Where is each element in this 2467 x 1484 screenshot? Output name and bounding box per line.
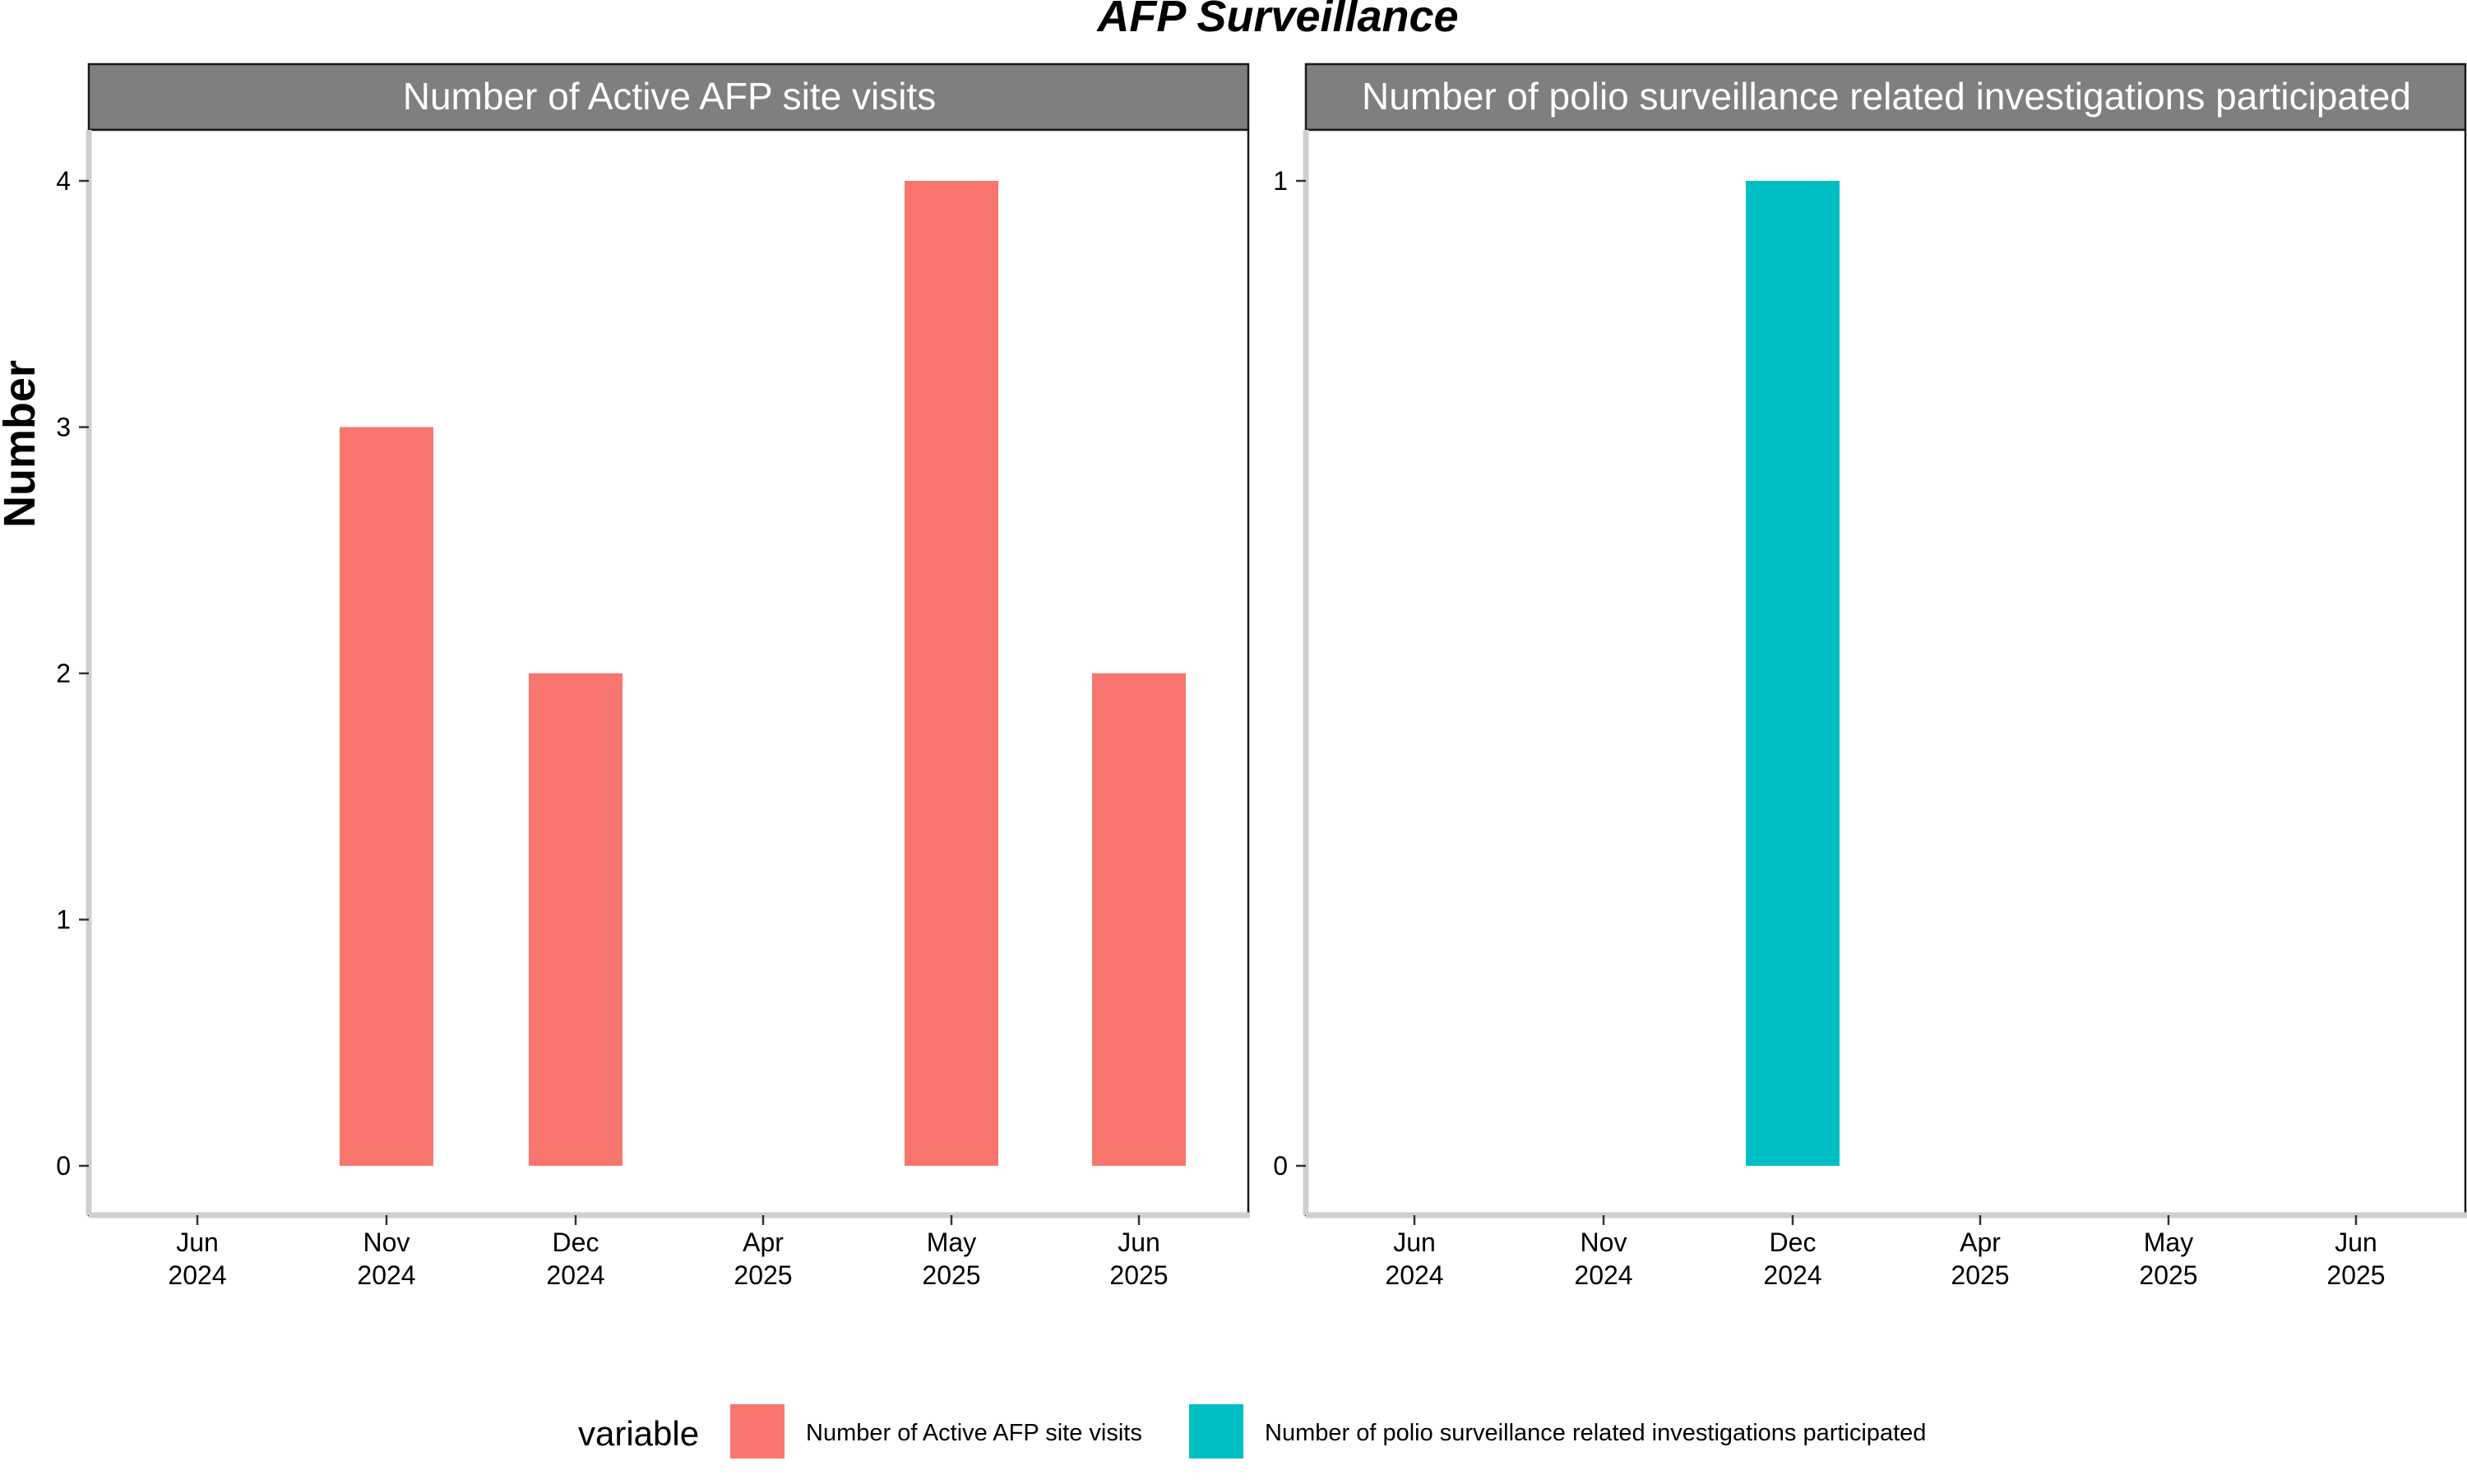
x-tick-label-year-2-0: 2024 <box>1385 1260 1443 1290</box>
x-tick-label-year-1-0: 2024 <box>168 1260 226 1290</box>
y-axis-label: Number <box>0 360 44 528</box>
legend-label-1: Number of Active AFP site visits <box>806 1420 1142 1446</box>
facet-strip-1 <box>87 62 1250 132</box>
y-tick-label-1-0: 0 <box>56 1151 71 1181</box>
x-tick-label-year-1-2: 2024 <box>546 1260 604 1290</box>
y-tick-label-1-4: 4 <box>56 166 71 196</box>
legend-key-2 <box>1189 1404 1243 1459</box>
x-tick-label-year-2-4: 2025 <box>2139 1260 2197 1290</box>
x-tick-label-month-2-4: May <box>2144 1227 2193 1257</box>
x-tick-label-year-2-3: 2025 <box>1951 1260 2009 1290</box>
y-tick-label-2-1: 1 <box>1273 166 1288 196</box>
x-tick-label-month-1-2: Dec <box>553 1227 599 1257</box>
x-tick-label-month-2-3: Apr <box>1960 1227 2001 1257</box>
x-tick-label-month-1-4: May <box>927 1227 976 1257</box>
bar-1-jun-2025 <box>1092 673 1186 1166</box>
x-tick-label-year-2-1: 2024 <box>1574 1260 1632 1290</box>
x-tick-label-year-2-5: 2025 <box>2326 1260 2385 1290</box>
bar-1-nov-2024 <box>340 427 433 1166</box>
panel-border-1 <box>87 128 1250 1217</box>
bar-1-may-2025 <box>905 181 998 1166</box>
y-tick-label-1-2: 2 <box>56 659 71 688</box>
y-tick-label-2-0: 0 <box>1273 1151 1288 1181</box>
x-tick-label-month-1-5: Jun <box>1118 1227 1160 1257</box>
panel-border-2 <box>1304 128 2467 1217</box>
y-tick-label-1-3: 3 <box>56 413 71 442</box>
x-tick-label-month-1-0: Jun <box>176 1227 219 1257</box>
legend-key-1 <box>730 1404 785 1459</box>
x-tick-label-month-1-1: Nov <box>363 1227 410 1257</box>
x-tick-label-year-1-1: 2024 <box>357 1260 415 1290</box>
x-tick-label-year-1-5: 2025 <box>1109 1260 1168 1290</box>
y-tick-label-1-1: 1 <box>56 905 71 935</box>
x-tick-label-month-2-0: Jun <box>1393 1227 1436 1257</box>
facet-strip-label-1: Number of Active AFP site visits <box>403 75 937 118</box>
x-tick-label-month-2-5: Jun <box>2335 1227 2377 1257</box>
bar-1-dec-2024 <box>529 673 623 1166</box>
x-tick-label-month-2-2: Dec <box>1770 1227 1817 1257</box>
bar-2-dec-2024 <box>1746 181 1840 1166</box>
legend-label-2: Number of polio surveillance related inv… <box>1265 1420 1926 1446</box>
x-tick-label-month-2-1: Nov <box>1581 1227 1627 1257</box>
legend-title: variable <box>578 1414 699 1453</box>
facet-strip-label-2: Number of polio surveillance related inv… <box>1362 75 2411 118</box>
x-tick-label-year-1-4: 2025 <box>922 1260 980 1290</box>
x-tick-label-year-1-3: 2025 <box>734 1260 792 1290</box>
x-tick-label-year-2-2: 2024 <box>1763 1260 1821 1290</box>
chart-title: AFP Surveillance <box>1095 0 1458 41</box>
x-tick-label-month-1-3: Apr <box>743 1227 784 1257</box>
